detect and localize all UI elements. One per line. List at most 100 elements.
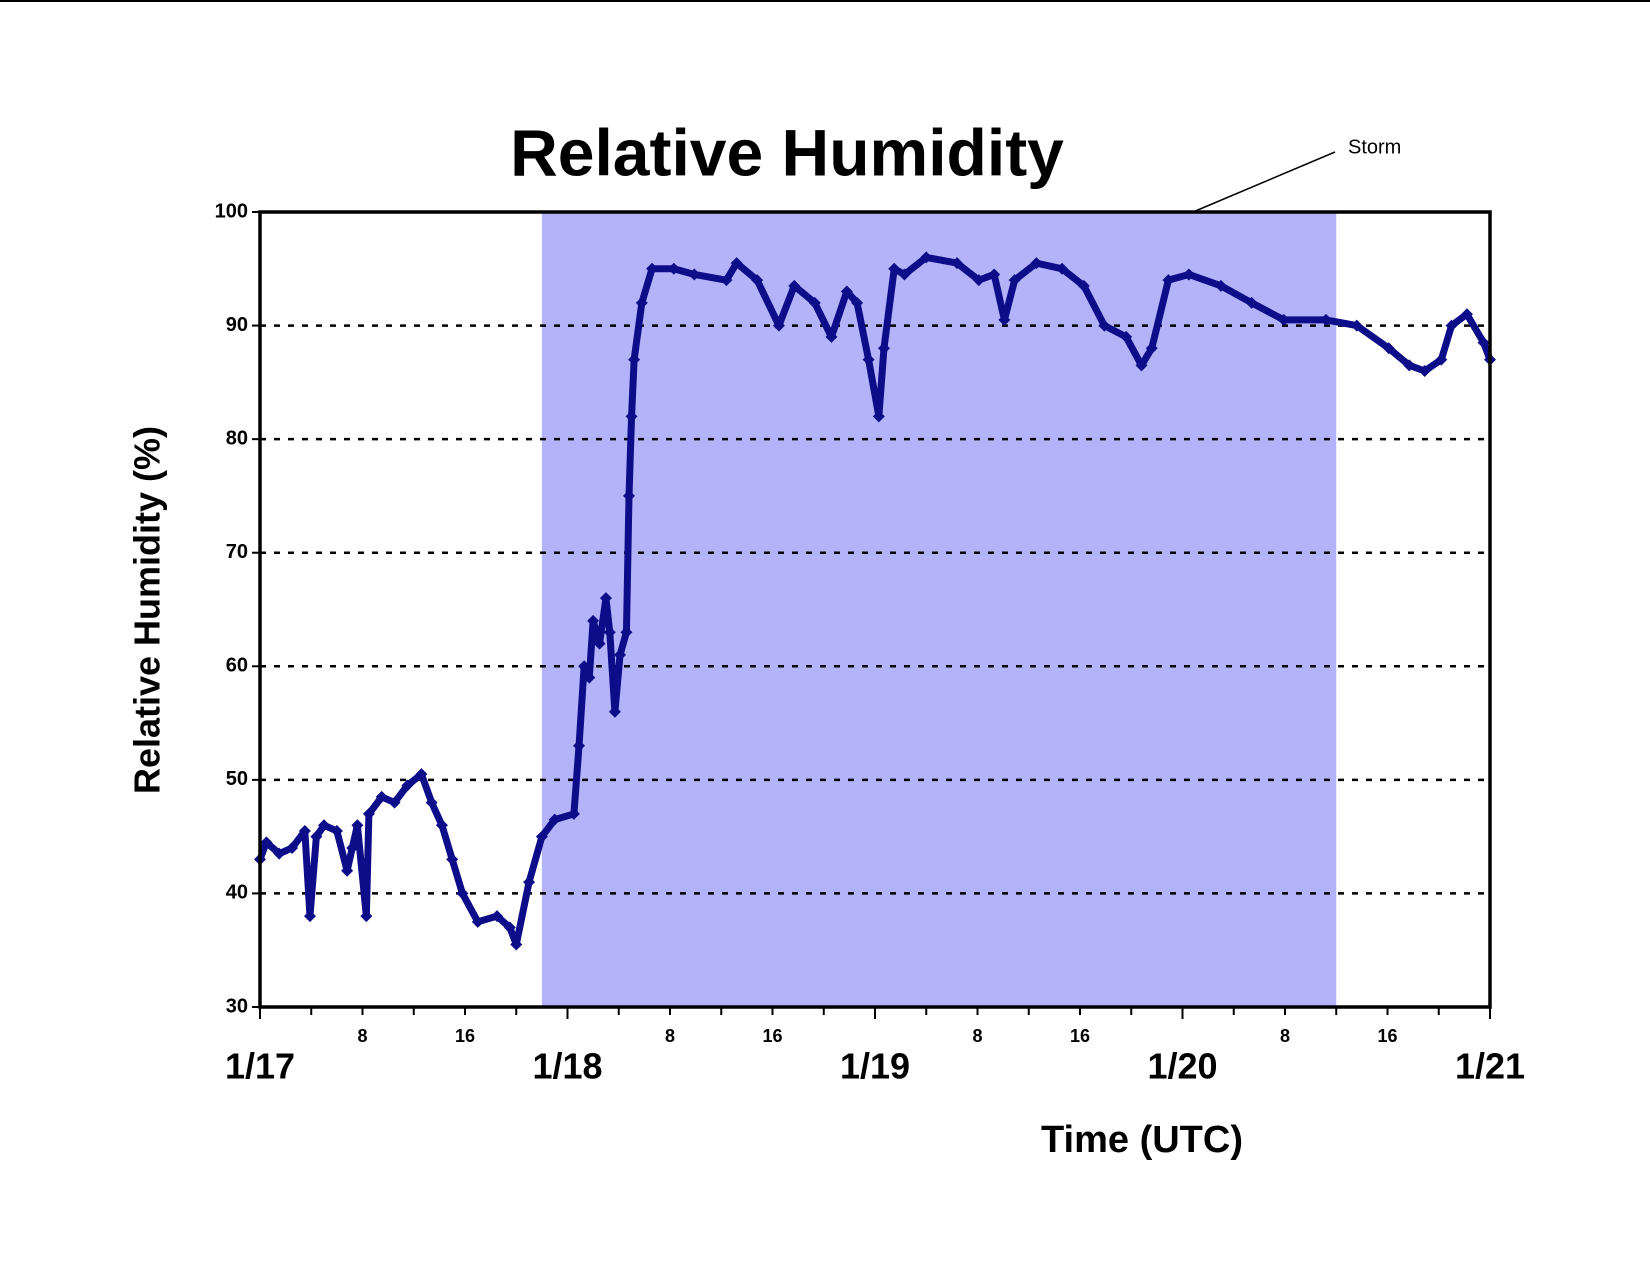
data-point [840, 285, 853, 298]
data-point [751, 274, 764, 287]
data-point [360, 910, 373, 923]
plot-frame [258, 210, 1492, 1009]
data-point [362, 807, 375, 820]
data-point [1056, 262, 1069, 275]
data-point [415, 768, 428, 781]
data-point [623, 489, 635, 502]
data-point [1145, 342, 1158, 355]
y-tick-label: 90 [226, 314, 248, 336]
data-point [1098, 319, 1111, 332]
data-point [1277, 313, 1290, 326]
data-point [888, 262, 901, 275]
storm-shade [541, 212, 1337, 1007]
y-tick-label: 40 [226, 882, 248, 904]
data-point [851, 296, 864, 309]
data-point [603, 626, 616, 639]
x-minor-tick-label: 16 [1070, 1026, 1090, 1046]
data-point [988, 268, 1001, 281]
annotation: Storm [1348, 136, 1401, 158]
data-point [573, 739, 586, 752]
data-point [260, 836, 273, 849]
data-point [614, 648, 627, 661]
data-point [862, 353, 875, 366]
y-tick-label: 50 [226, 768, 248, 790]
x-tick-label: 1/17 [225, 1046, 295, 1087]
data-point [1403, 359, 1416, 372]
x-tick-label: 1/21 [1455, 1046, 1525, 1087]
data-point [720, 274, 733, 287]
annotation-leader [1192, 151, 1336, 213]
data-point [491, 910, 504, 923]
y-tick-label: 30 [226, 995, 248, 1017]
y-tick-label: 80 [226, 427, 248, 449]
data-point [998, 313, 1011, 326]
x-minor-tick-label: 8 [357, 1026, 367, 1046]
y-tick-label: 70 [226, 541, 248, 563]
data-point [523, 876, 536, 889]
data-point [286, 842, 299, 854]
data-point [535, 830, 548, 843]
data-point [593, 637, 606, 650]
x-minor-tick-label: 8 [1280, 1026, 1290, 1046]
data-point [825, 330, 838, 343]
x-axis-title: Time (UTC) [1041, 1119, 1243, 1161]
data-point [972, 274, 985, 287]
data-point [1460, 308, 1473, 321]
data-point [303, 910, 316, 923]
x-minor-tick-label: 16 [762, 1026, 782, 1046]
data-point [471, 915, 484, 928]
data-point [635, 296, 648, 309]
data-point [1008, 274, 1021, 287]
data-point [587, 614, 600, 627]
data-point [346, 842, 359, 854]
x-tick-label: 1/20 [1147, 1046, 1217, 1087]
x-minor-tick-label: 8 [665, 1026, 675, 1046]
data-point [877, 342, 890, 355]
data-point [273, 847, 286, 860]
data-point [435, 819, 448, 832]
data-point [608, 705, 621, 718]
data-point [310, 830, 323, 843]
data-point [730, 257, 743, 270]
data-point [1445, 319, 1458, 332]
data-point [388, 796, 401, 809]
data-point [425, 796, 438, 809]
data-point [1350, 319, 1363, 332]
data-point [1120, 330, 1133, 343]
data-point [620, 626, 633, 639]
data-point [1418, 365, 1431, 377]
data-point [646, 262, 659, 275]
data-point [599, 592, 612, 605]
x-minor-tick-label: 8 [972, 1026, 982, 1046]
data-point [503, 921, 516, 934]
data-point [1382, 342, 1395, 355]
data-point [788, 279, 801, 292]
x-tick-label: 1/19 [840, 1046, 910, 1087]
data-point [510, 938, 523, 951]
y-tick-label: 60 [226, 655, 248, 677]
data-point [446, 853, 459, 866]
x-minor-tick-label: 16 [1377, 1026, 1397, 1046]
data-point [578, 660, 591, 673]
x-minor-tick-label: 16 [455, 1026, 475, 1046]
data-point [401, 779, 414, 792]
data-point [1320, 313, 1332, 326]
data-point [318, 819, 331, 832]
data-point [583, 671, 596, 684]
data-point [567, 807, 580, 820]
x-tick-label: 1/18 [532, 1046, 602, 1087]
data-point [628, 353, 641, 366]
data-point [872, 410, 885, 423]
y-axis-title: Relative Humidity (%) [127, 426, 168, 794]
data-point [456, 887, 469, 900]
data-point [951, 257, 963, 270]
data-point [548, 813, 561, 826]
data-point [375, 790, 388, 803]
data-point [808, 296, 821, 309]
data-point [688, 268, 701, 281]
data-point [667, 262, 680, 275]
chart-title: Relative Humidity [510, 115, 1064, 189]
data-point [1214, 279, 1227, 292]
y-tick-label: 100 [215, 200, 248, 222]
